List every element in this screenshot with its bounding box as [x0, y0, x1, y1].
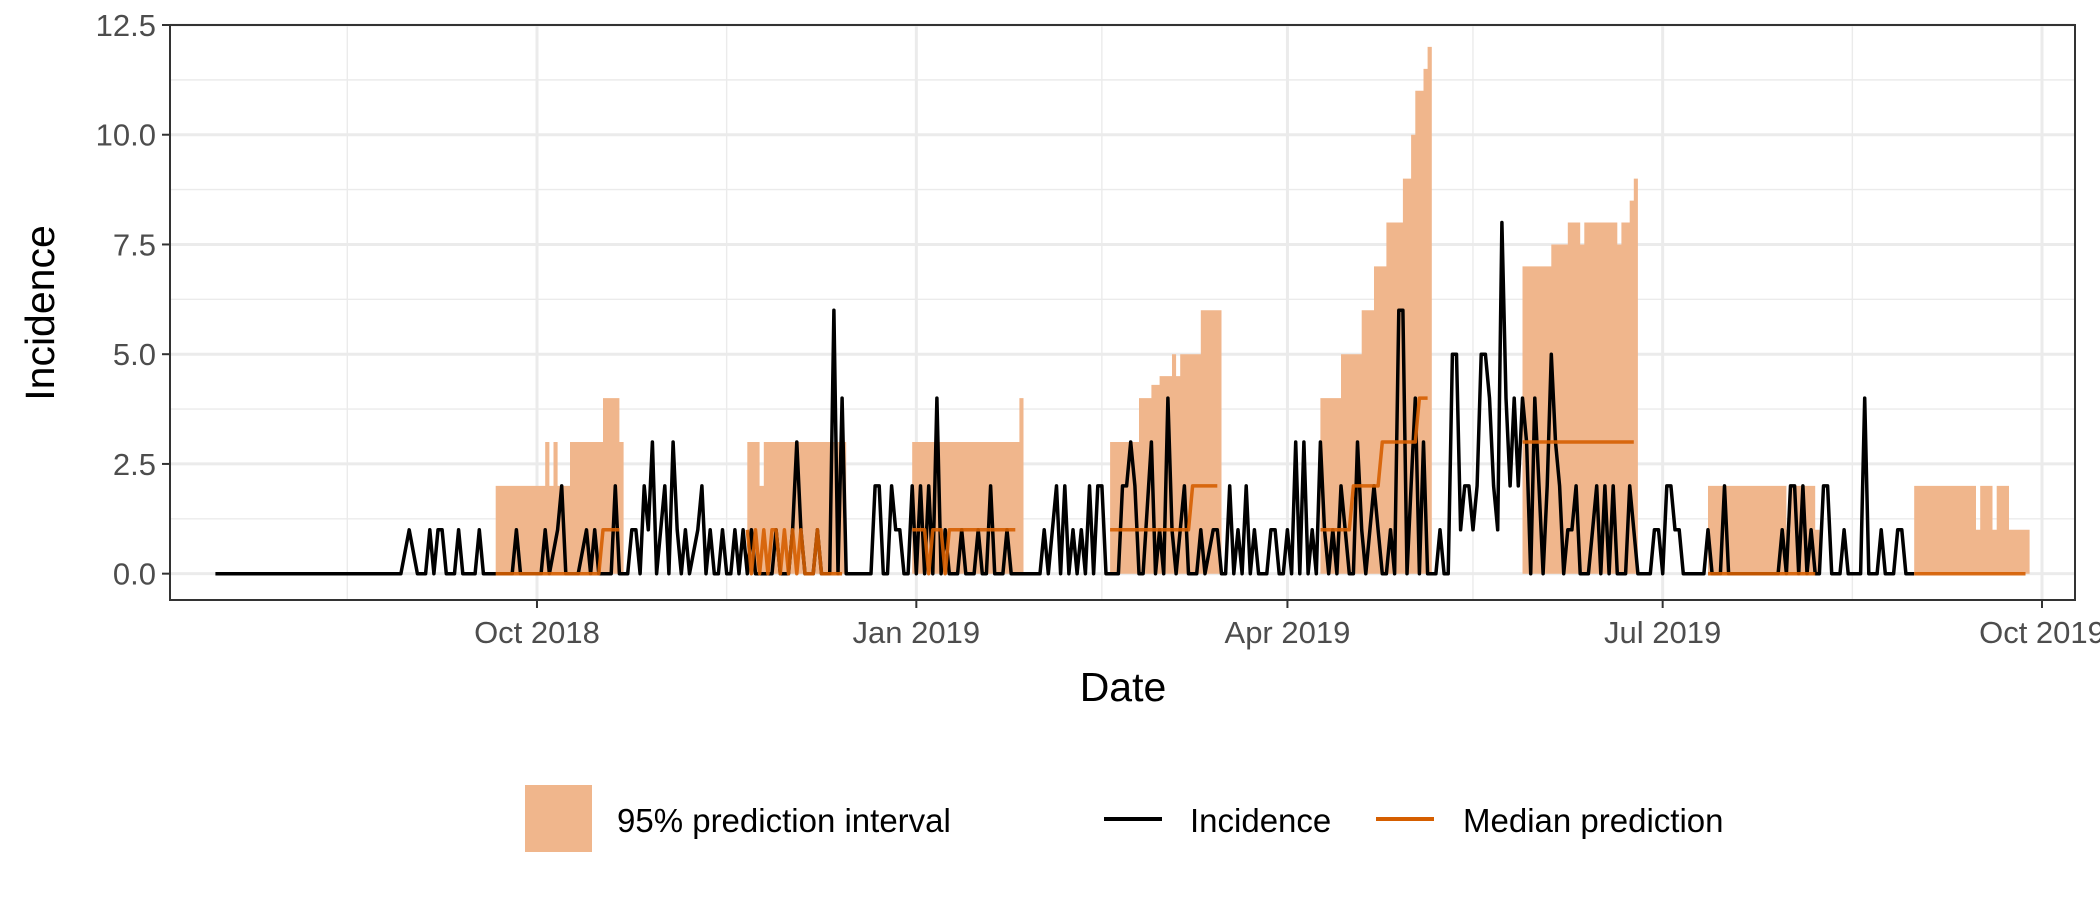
prediction-interval-band [1708, 485, 1820, 574]
prediction-interval-band [495, 398, 624, 574]
prediction-interval-band [1914, 485, 2030, 574]
median-prediction-line [912, 528, 1016, 576]
legend-median-label: Median prediction [1463, 802, 1724, 839]
legend-interval-swatch [525, 785, 592, 852]
x-tick-label: Oct 2019 [1979, 615, 2100, 650]
y-tick-label: 12.5 [96, 8, 156, 43]
x-tick-label: Jul 2019 [1604, 615, 1721, 650]
median-prediction-layer [495, 396, 2026, 576]
y-axis-title: Incidence [17, 225, 63, 401]
y-tick-label: 5.0 [113, 337, 156, 372]
y-tick-label: 10.0 [96, 118, 156, 153]
x-axis: Oct 2018 Jan 2019 Apr 2019 Jul 2019 Oct 2019 [474, 600, 2100, 650]
median-prediction-line [745, 528, 843, 576]
y-tick-label: 0.0 [113, 557, 156, 592]
panel-border [169, 24, 2076, 601]
y-axis: 0.0 2.5 5.0 7.5 10.0 12.5 [96, 8, 170, 592]
median-prediction-line [1320, 396, 1428, 532]
legend-interval-label: 95% prediction interval [617, 802, 951, 839]
y-tick-label: 2.5 [113, 447, 156, 482]
legend: 95% prediction interval Incidence Median… [525, 785, 1724, 852]
prediction-interval-band [1522, 178, 1638, 574]
x-tick-label: Oct 2018 [474, 615, 600, 650]
incidence-line-layer [215, 220, 1915, 576]
x-tick-label: Apr 2019 [1225, 615, 1351, 650]
x-axis-title: Date [1080, 664, 1167, 710]
legend-incidence-label: Incidence [1190, 802, 1331, 839]
median-prediction-line [495, 528, 620, 576]
median-prediction-line [1110, 484, 1218, 532]
incidence-series-line [215, 220, 1915, 576]
y-tick-label: 7.5 [113, 227, 156, 262]
x-tick-label: Jan 2019 [853, 615, 981, 650]
